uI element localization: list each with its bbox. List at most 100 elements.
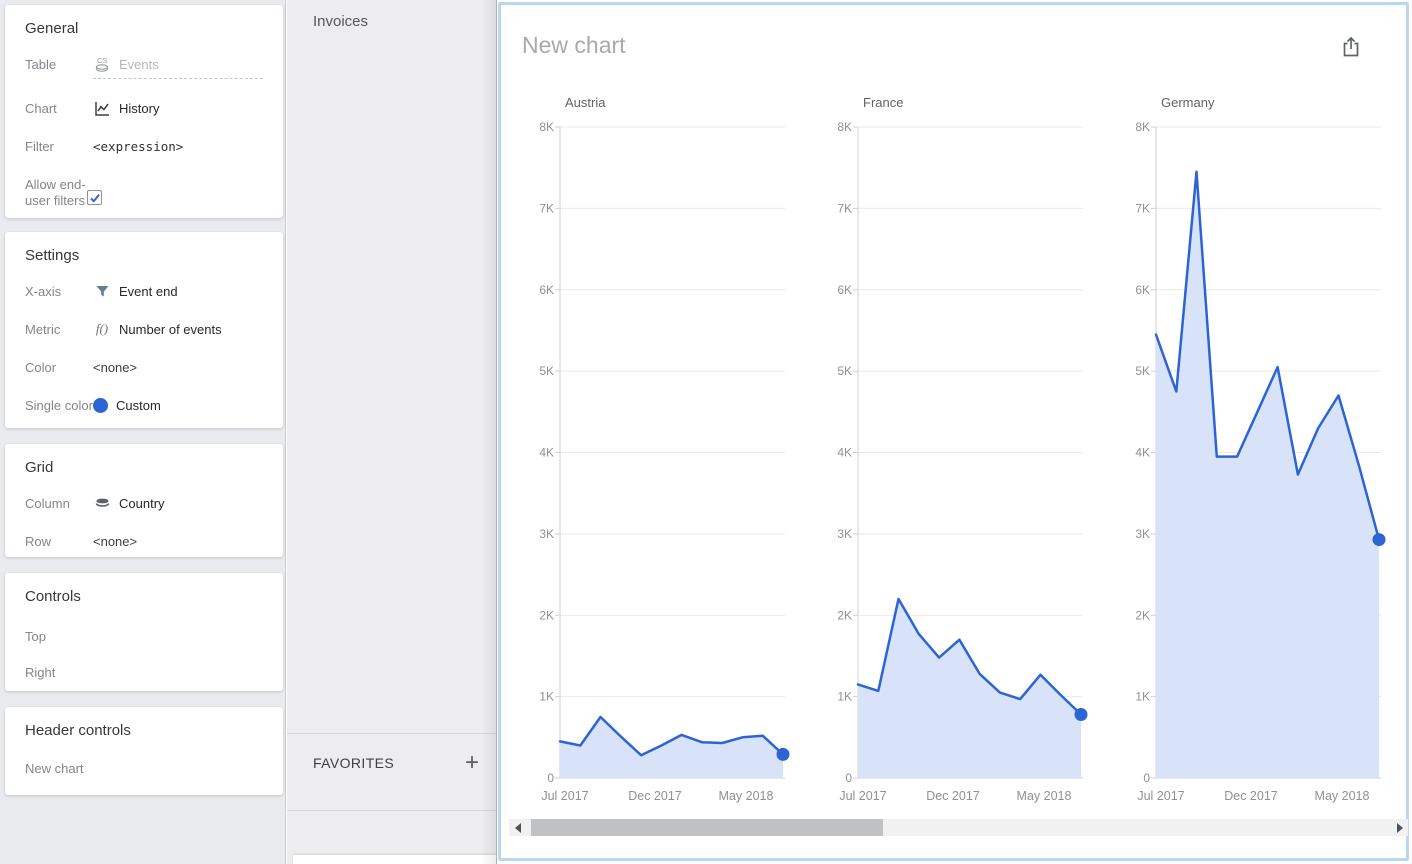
single-color-value: Custom <box>116 397 161 413</box>
controls-right-slot[interactable]: Right <box>25 665 56 680</box>
cs-entity-icon: CS <box>93 56 111 72</box>
grid-column-value: Country <box>119 495 165 511</box>
y-tick-label: 4K <box>539 446 554 460</box>
y-tick-label: 5K <box>539 364 554 378</box>
panel-grid-title: Grid <box>25 459 54 476</box>
y-tick-label: 1K <box>1135 690 1150 704</box>
y-tick-label: 8K <box>1135 120 1150 134</box>
color-swatch[interactable] <box>93 397 108 413</box>
series-line <box>558 715 785 757</box>
table-field-value: Events <box>119 56 159 72</box>
charts-row: Austria 0 1K 2K 3K 4K 5K 6K 7K 8K Jul 2017 Dec 2017… <box>501 85 1406 812</box>
y-tick-label: 6K <box>837 283 852 297</box>
facet-plot: France 0 1K 2K 3K 4K 5K 6K 7K 8K Jul 2017 Dec 2017 M… <box>837 95 1088 803</box>
y-tick-label: 6K <box>1135 283 1150 297</box>
y-tick-label: 4K <box>837 446 852 460</box>
grid-column-label: Column <box>25 496 70 511</box>
chart-widget-card[interactable]: New chart Austria 0 1K 2K 3K 4K 5K 6K 7K 8K Jul 20… <box>498 2 1409 861</box>
chart-facet-germany: Germany 0 1K 2K 3K 4K 5K 6K 7K 8K Jul 2017 Dec 2017… <box>1116 85 1412 812</box>
grid-row-value: <none> <box>93 533 138 549</box>
peeking-card-edge <box>293 855 497 864</box>
series-line <box>856 597 1083 716</box>
grid-row-field[interactable]: <none> <box>93 533 263 549</box>
y-tick-label: 1K <box>837 690 852 704</box>
panel-general-title: General <box>25 20 79 37</box>
panel-general: General Table CS Events Chart <box>5 5 283 218</box>
tree-item-invoices[interactable]: Invoices <box>313 13 369 30</box>
y-tick-label: 6K <box>539 283 554 297</box>
grid-column-row: Column Country <box>25 495 263 512</box>
x-tick-label: Dec 2017 <box>926 789 980 803</box>
grid-column-field[interactable]: Country <box>93 495 263 511</box>
svg-text:CS: CS <box>97 56 107 65</box>
x-tick-label: Dec 2017 <box>1224 789 1278 803</box>
table-field[interactable]: CS Events <box>93 56 263 79</box>
header-controls-item[interactable]: New chart <box>25 761 84 776</box>
facet-plot: Germany 0 1K 2K 3K 4K 5K 6K 7K 8K Jul 2017 Dec 2017… <box>1135 95 1386 803</box>
check-icon <box>89 193 100 203</box>
panel-header-controls: Header controls New chart <box>5 707 283 795</box>
y-tick-label: 3K <box>1135 527 1150 541</box>
dashboard-area: New chart Austria 0 1K 2K 3K 4K 5K 6K 7K 8K Jul 20… <box>497 0 1412 864</box>
xaxis-row: X-axis Event end <box>25 283 263 300</box>
filter-expression-value: <expression> <box>93 138 184 154</box>
allow-filters-label: Allow end-user filters <box>25 177 86 208</box>
series-line <box>1154 170 1381 541</box>
add-favorite-button[interactable]: + <box>464 749 479 776</box>
allow-filters-field <box>87 176 263 205</box>
color-label: Color <box>25 360 57 375</box>
y-tick-label: 5K <box>837 364 852 378</box>
xaxis-field[interactable]: Event end <box>93 283 263 299</box>
xaxis-value: Event end <box>119 283 178 299</box>
chart-facet-austria: Austria 0 1K 2K 3K 4K 5K 6K 7K 8K Jul 2017 Dec 2017… <box>520 85 818 812</box>
x-tick-label: Jul 2017 <box>1137 789 1184 803</box>
y-tick-label: 3K <box>539 527 554 541</box>
y-tick-label: 4K <box>1135 446 1150 460</box>
allow-filters-row: Allow end-user filters <box>25 176 263 209</box>
color-row: Color <none> <box>25 359 263 376</box>
y-tick-label: 2K <box>837 608 852 622</box>
y-tick-label: 2K <box>539 608 554 622</box>
divider <box>287 733 497 734</box>
function-icon: f() <box>95 321 109 336</box>
x-tick-label: May 2018 <box>1315 789 1370 803</box>
panel-settings-title: Settings <box>25 247 80 264</box>
series-endpoint-dot <box>776 747 790 761</box>
panel-controls: Controls Top Right <box>5 573 283 691</box>
grid-row-row: Row <none> <box>25 533 263 550</box>
y-tick-label: 1K <box>539 690 554 704</box>
series-endpoint-dot <box>1372 533 1386 547</box>
chart-type-field[interactable]: History <box>93 100 263 116</box>
panel-grid: Grid Column Country Row <none> <box>5 444 283 557</box>
chart-widget-title: New chart <box>522 32 626 58</box>
export-button[interactable] <box>1339 35 1363 59</box>
y-tick-label: 0 <box>547 771 554 785</box>
x-tick-label: May 2018 <box>719 789 774 803</box>
controls-top-slot[interactable]: Top <box>25 629 46 644</box>
horizontal-scrollbar[interactable] <box>509 819 1408 836</box>
allow-filters-checkbox[interactable] <box>87 190 102 205</box>
xaxis-label: X-axis <box>25 284 62 299</box>
scroll-left-arrow[interactable] <box>509 819 526 836</box>
chart-type-label: Chart <box>25 101 57 116</box>
scroll-right-arrow[interactable] <box>1391 819 1408 836</box>
x-tick-label: Jul 2017 <box>839 789 886 803</box>
y-tick-label: 7K <box>1135 201 1150 215</box>
y-tick-label: 0 <box>1143 771 1150 785</box>
column-splitter[interactable] <box>481 0 497 864</box>
favorites-label: FAVORITES <box>313 755 395 771</box>
filter-field[interactable]: <expression> <box>93 138 263 154</box>
database-icon <box>93 495 111 511</box>
y-tick-label: 2K <box>1135 608 1150 622</box>
scrollbar-thumb[interactable] <box>531 819 883 836</box>
metric-value: Number of events <box>119 321 222 337</box>
single-color-field[interactable]: Custom <box>93 397 263 413</box>
x-tick-label: May 2018 <box>1017 789 1072 803</box>
config-sidebar: General Table CS Events Chart <box>0 0 286 864</box>
single-color-label: Single color <box>25 398 93 413</box>
color-field[interactable]: <none> <box>93 359 263 375</box>
metric-field[interactable]: f() Number of events <box>93 321 263 337</box>
filter-row: Filter <expression> <box>25 138 263 155</box>
table-row: Table CS Events <box>25 56 263 79</box>
facet-title: Austria <box>565 95 606 110</box>
